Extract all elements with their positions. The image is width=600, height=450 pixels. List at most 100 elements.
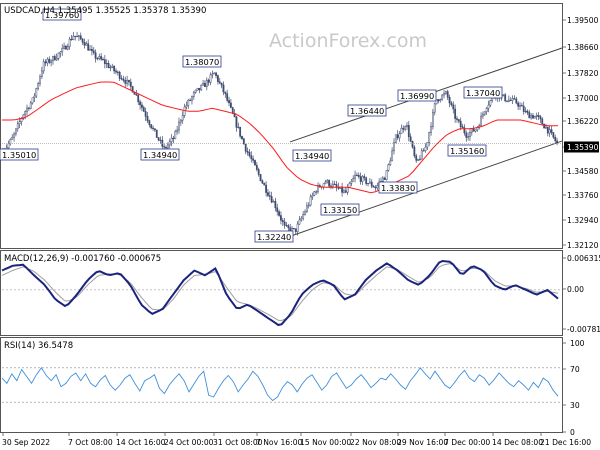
x-axis-label: 21 Dec 16:00 <box>540 438 591 447</box>
macd-axis-label: 0.00 <box>567 285 584 294</box>
price-axis-label: 1.37820 <box>567 69 599 78</box>
candle-body <box>463 127 466 134</box>
candle-body <box>539 116 542 120</box>
candle-body <box>394 134 397 143</box>
candle-body <box>161 139 164 147</box>
candle-body <box>239 126 242 137</box>
candle-body <box>53 56 56 61</box>
candle-body <box>92 50 95 54</box>
price-label-box <box>397 89 437 102</box>
candle-body <box>454 108 457 119</box>
candle-body <box>350 181 353 184</box>
candle-body <box>509 99 512 101</box>
x-axis-label: 30 Sep 2022 <box>2 438 50 447</box>
candle-body <box>419 158 421 160</box>
candle-body <box>57 52 60 59</box>
candle-body <box>142 107 145 112</box>
candle-body <box>385 170 388 180</box>
candle-body <box>50 60 53 63</box>
candle-body <box>74 35 77 37</box>
candle-body <box>226 93 229 101</box>
price-label-box <box>320 203 360 216</box>
candle-body <box>520 105 523 107</box>
candle-body <box>115 70 117 73</box>
candle-body <box>263 182 266 186</box>
candle-body <box>152 127 154 129</box>
candle-body <box>172 137 175 140</box>
price-axis-label: 1.33760 <box>567 191 599 200</box>
macd-axis-label: 0.006315 <box>567 254 600 263</box>
candle-body <box>370 181 373 187</box>
candle-body <box>482 113 484 117</box>
x-axis-label: 7 Oct 08:00 <box>68 438 113 447</box>
candle-body <box>126 79 128 84</box>
candle-body <box>415 155 418 161</box>
candle-body <box>459 120 462 127</box>
price-label: 1.36990 <box>400 91 434 101</box>
candle-body <box>113 65 116 72</box>
candle-body <box>296 223 299 233</box>
candle-body <box>246 150 249 153</box>
candle-body <box>16 123 19 130</box>
channel-lower-line <box>289 140 563 237</box>
candle-body <box>287 225 290 229</box>
candle-body <box>274 201 277 209</box>
candle-body <box>302 214 305 219</box>
candle-body <box>530 115 533 119</box>
candle-body <box>185 105 188 108</box>
candle-body <box>18 121 21 125</box>
candle-body <box>61 48 64 53</box>
candle-body <box>428 132 431 143</box>
candle-body <box>367 182 369 185</box>
watermark: ActionForex.com <box>269 30 427 52</box>
candle-body <box>78 35 80 37</box>
candle-body <box>154 128 156 131</box>
price-label-box <box>378 181 418 194</box>
candle-body <box>103 59 106 64</box>
candle-body <box>333 183 336 185</box>
candle-body <box>109 67 112 69</box>
candle-body <box>469 131 471 138</box>
candle-body <box>128 79 130 83</box>
candle-body <box>181 115 184 121</box>
candle-body <box>300 217 303 221</box>
rsi-axis-label: 0 <box>570 428 575 437</box>
price-axis-label: 1.38660 <box>567 43 599 52</box>
price-label-box <box>347 104 387 117</box>
candle-body <box>402 127 405 130</box>
candle-body <box>235 116 238 128</box>
candle-body <box>541 118 544 125</box>
price-label-box <box>254 230 294 243</box>
candle-body <box>59 51 62 54</box>
candle-body <box>483 111 486 115</box>
candle-body <box>309 196 312 206</box>
candle-body <box>35 88 38 97</box>
candle-body <box>116 71 119 73</box>
macd-signal-line <box>1 263 559 322</box>
candle-body <box>65 45 67 50</box>
price-label: 1.35160 <box>450 146 484 156</box>
candle-body <box>44 61 47 64</box>
x-axis-label: 22 Nov 08:00 <box>350 438 401 447</box>
candle-body <box>200 84 203 91</box>
price-label-box <box>447 144 487 157</box>
candle-body <box>107 63 110 68</box>
moving-average-line <box>2 81 558 194</box>
candle-body <box>187 99 190 106</box>
candle-body <box>196 87 199 91</box>
candle-body <box>96 58 99 60</box>
candle-body <box>343 190 345 193</box>
candle-body <box>294 228 297 233</box>
candle-body <box>406 125 408 128</box>
price-label: 1.39760 <box>45 10 79 20</box>
x-axis-label: 14 Dec 08:00 <box>492 438 543 447</box>
candle-body <box>404 126 406 130</box>
candle-body <box>83 42 86 46</box>
candle-body <box>519 105 521 107</box>
candle-body <box>506 100 508 102</box>
candle-body <box>417 158 419 161</box>
candle-body <box>63 45 65 49</box>
candle-body <box>72 35 75 40</box>
candle-body <box>480 115 482 126</box>
